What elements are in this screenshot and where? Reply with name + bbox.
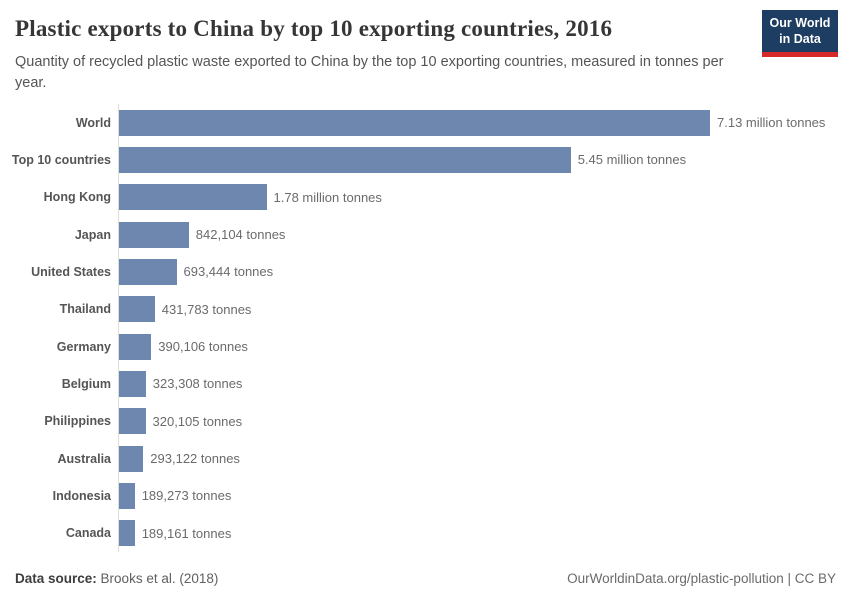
category-label: Hong Kong [43,190,111,205]
bar [119,333,152,360]
owid-logo: Our World in Data [762,10,838,58]
category-label: Belgium [61,376,111,391]
bar [119,184,267,211]
chart-row: United States 693,444 tonnes [0,253,850,290]
bar [119,408,146,435]
chart-row: Thailand 431,783 tonnes [0,291,850,328]
chart-row: Indonesia 189,273 tonnes [0,477,850,514]
bar [119,146,571,173]
data-source: Data source: Brooks et al. (2018) [15,571,218,586]
value-label: 293,122 tonnes [150,451,240,467]
chart-footer: Data source: Brooks et al. (2018) OurWor… [15,571,836,586]
category-label: Indonesia [52,488,111,503]
category-label: Japan [74,227,111,242]
bar [119,109,710,136]
bar [119,482,135,509]
chart-row: Philippines 320,105 tonnes [0,403,850,440]
bar [119,258,177,285]
value-label: 1.78 million tonnes [273,189,382,205]
chart-subtitle: Quantity of recycled plastic waste expor… [15,54,724,92]
chart-row: Japan 842,104 tonnes [0,216,850,253]
value-label: 431,783 tonnes [161,301,252,317]
value-label: 5.45 million tonnes [577,152,687,168]
category-label: Australia [57,451,112,466]
value-label: 7.13 million tonnes [717,115,826,131]
chart-row: Germany 390,106 tonnes [0,328,850,365]
category-label: World [75,115,111,130]
bar [119,296,155,323]
owid-logo-line1: Our World [769,16,831,30]
value-label: 323,308 tonnes [152,376,243,392]
bar [119,445,144,472]
bar [119,370,146,397]
value-label: 189,273 tonnes [141,488,232,504]
chart-row: Australia 293,122 tonnes [0,440,850,477]
chart-row: Canada 189,161 tonnes [0,515,850,552]
bar-chart: World 7.13 million tonnes Top 10 countries… [0,104,850,552]
category-label: Canada [65,526,111,541]
data-source-label: Data source: [15,571,97,586]
chart-row: Top 10 countries 5.45 million tonnes [0,141,850,178]
value-label: 842,104 tonnes [195,227,286,243]
category-label: Thailand [59,302,111,317]
category-label: United States [31,264,111,279]
value-label: 189,161 tonnes [141,525,232,541]
category-label: Top 10 countries [11,152,111,167]
page-title: Plastic exports to China by top 10 expor… [15,16,613,41]
chart-row: Belgium 323,308 tonnes [0,365,850,402]
value-label: 693,444 tonnes [183,264,274,280]
y-axis-line [118,104,119,552]
chart-row: World 7.13 million tonnes [0,104,850,141]
bar [119,221,189,248]
value-label: 320,105 tonnes [152,413,243,429]
chart-rows: World 7.13 million tonnes Top 10 countries… [0,104,850,552]
data-source-text: Brooks et al. (2018) [100,571,219,586]
category-label: Germany [56,339,111,354]
owid-logo-line2: in Data [779,31,821,46]
value-label: 390,106 tonnes [158,339,248,355]
chart-row: Hong Kong 1.78 million tonnes [0,179,850,216]
license-url: OurWorldinData.org/plastic-pollution | C… [567,571,836,586]
category-label: Philippines [44,414,111,429]
bar [119,520,135,547]
